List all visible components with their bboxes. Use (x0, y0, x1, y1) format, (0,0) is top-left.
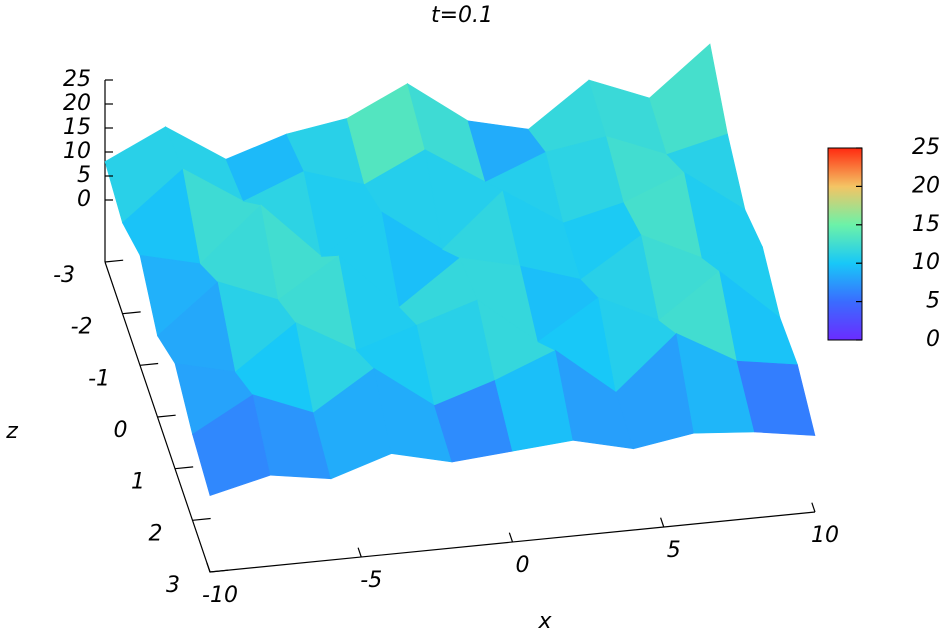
h-tick-label: 5 (77, 163, 91, 188)
x-tick (660, 517, 665, 528)
x-tick-label: 5 (667, 538, 681, 563)
h-tick-label: 10 (63, 139, 91, 164)
x-tick (508, 532, 514, 543)
colorbar-tick-label: 5 (926, 289, 940, 314)
z-tick-label: 1 (131, 470, 145, 495)
z-tick-label: 0 (114, 418, 128, 443)
colorbar-tick-label: 15 (912, 212, 940, 237)
z-tick-label: -2 (71, 315, 93, 340)
surface-patch (736, 360, 816, 436)
h-tick-label: 0 (77, 187, 91, 212)
colorbar-tick-label: 0 (926, 327, 940, 352)
z-tick (174, 466, 194, 470)
x-tick (811, 502, 816, 513)
chart-title: t=0.1 (431, 3, 493, 28)
z-tick-label: -3 (53, 263, 75, 288)
h-tick-label: 25 (63, 67, 91, 92)
colorbar (827, 147, 863, 341)
z-tick-label: 2 (149, 521, 163, 546)
z-tick (122, 311, 141, 315)
colorbar-tick-label: 20 (912, 173, 940, 198)
x-tick (206, 562, 211, 573)
x-tick-label: 10 (811, 523, 839, 548)
z-tick (157, 414, 176, 418)
x-tick-label: -5 (360, 568, 382, 593)
z-tick (139, 362, 159, 366)
z-tick (104, 259, 124, 263)
z-tick (192, 517, 211, 521)
colorbar-tick-label: 25 (912, 135, 940, 160)
x-tick (357, 547, 362, 558)
h-tick-label: 15 (63, 115, 91, 140)
z-axis-label: z (5, 419, 18, 444)
z-tick-label: -1 (88, 366, 110, 391)
z-tick-label: 3 (166, 573, 180, 598)
h-tick-label: 20 (63, 91, 91, 116)
x-tick-label: 0 (516, 553, 530, 578)
z-tick (209, 569, 229, 573)
x-axis-label: x (537, 609, 552, 634)
colorbar-tick-label: 10 (912, 250, 940, 275)
x-tick-label: -10 (202, 583, 238, 608)
